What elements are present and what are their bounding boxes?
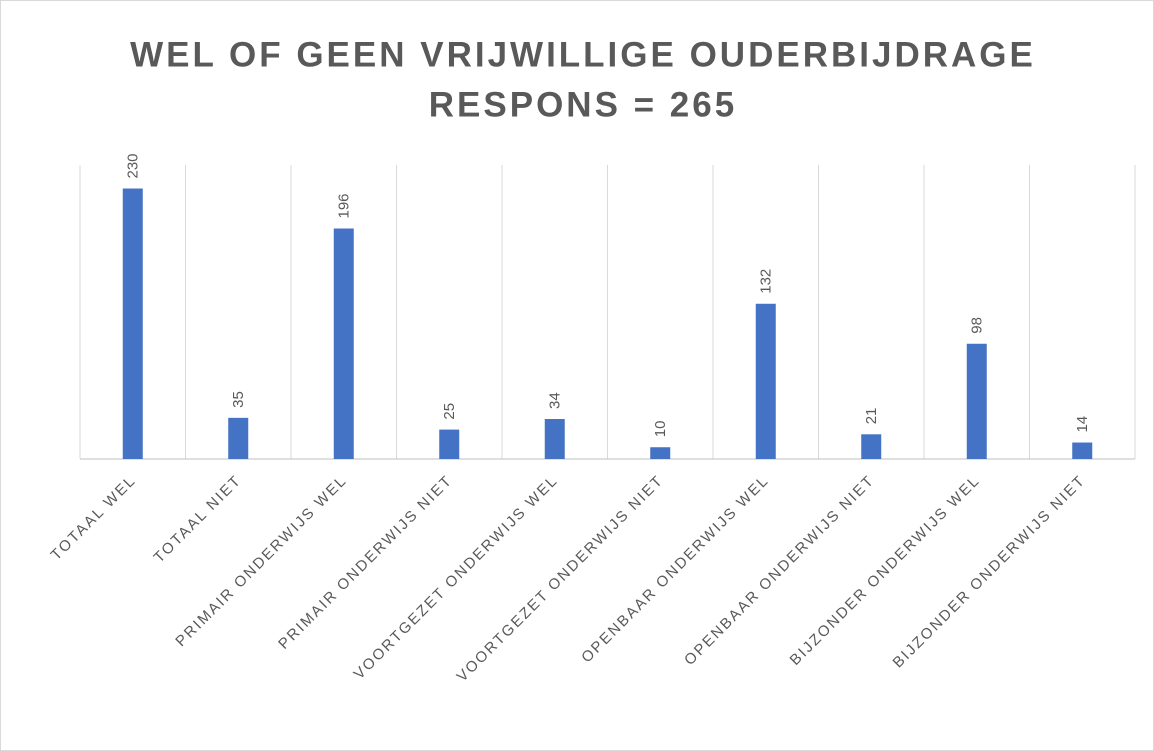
- data-label: 196: [336, 193, 353, 218]
- data-label: 132: [758, 269, 775, 294]
- data-label: 34: [547, 392, 564, 409]
- data-label: 14: [1074, 416, 1091, 433]
- bar: [333, 228, 354, 459]
- bar: [228, 417, 249, 459]
- bar: [755, 303, 776, 459]
- data-label: 230: [125, 153, 142, 178]
- bar: [122, 188, 143, 459]
- bar: [1072, 442, 1093, 459]
- bar: [861, 434, 882, 459]
- chart-title: WEL OF GEEN VRIJWILLIGE OUDERBIJDRAGE: [130, 35, 1036, 74]
- data-label: 98: [969, 317, 986, 334]
- bar: [544, 419, 565, 459]
- bar: [650, 447, 671, 459]
- data-label: 35: [230, 391, 247, 408]
- bar: [966, 343, 987, 459]
- data-label: 21: [863, 408, 880, 425]
- data-label: 10: [652, 421, 669, 438]
- chart-subtitle: RESPONS = 265: [429, 85, 737, 124]
- data-label: 25: [441, 403, 458, 420]
- bar: [439, 429, 460, 459]
